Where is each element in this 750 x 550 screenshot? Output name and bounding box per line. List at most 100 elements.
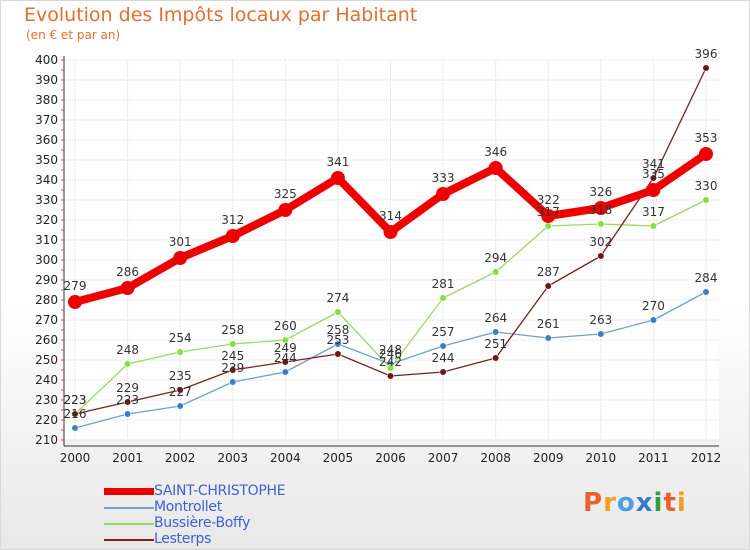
data-point xyxy=(492,354,500,362)
data-label: 353 xyxy=(695,131,718,145)
data-point xyxy=(439,342,447,350)
data-label: 301 xyxy=(169,235,192,249)
data-label: 314 xyxy=(379,209,402,223)
y-tick-label: 380 xyxy=(35,93,58,107)
y-tick-label: 300 xyxy=(35,253,58,267)
data-point xyxy=(439,294,447,302)
legend-item: Lesterps xyxy=(104,531,404,548)
data-label: 216 xyxy=(64,407,87,421)
data-point xyxy=(225,229,240,243)
data-point xyxy=(334,350,342,358)
data-point xyxy=(229,366,237,374)
data-label: 257 xyxy=(432,325,455,339)
x-tick-label: 2004 xyxy=(270,451,301,465)
chart-subtitle: (en € et par an) xyxy=(26,28,121,42)
data-label: 258 xyxy=(221,323,244,337)
legend-swatch xyxy=(104,488,154,495)
data-label: 235 xyxy=(169,369,192,383)
logo-letter: t xyxy=(663,488,677,518)
x-tick-label: 2002 xyxy=(165,451,196,465)
data-label: 248 xyxy=(116,343,139,357)
y-tick-label: 370 xyxy=(35,113,58,127)
y-tick-label: 270 xyxy=(35,313,58,327)
y-tick-label: 400 xyxy=(35,53,58,67)
grid-lines xyxy=(64,59,719,441)
data-label: 325 xyxy=(274,187,297,201)
data-label: 261 xyxy=(537,317,560,331)
data-point xyxy=(492,328,500,336)
y-tick-label: 350 xyxy=(35,153,58,167)
data-label: 274 xyxy=(326,291,349,305)
legend-label: Lesterps xyxy=(154,531,212,547)
data-label: 253 xyxy=(326,333,349,347)
data-label: 284 xyxy=(695,271,718,285)
legend-label: Montrollet xyxy=(154,499,222,515)
y-tick-label: 260 xyxy=(35,333,58,347)
data-label: 302 xyxy=(589,235,612,249)
logo-letter: i xyxy=(676,488,687,518)
data-label: 249 xyxy=(274,341,297,355)
data-point xyxy=(229,340,237,348)
data-label: 335 xyxy=(642,167,665,181)
data-point xyxy=(68,295,82,309)
x-tick-label: 2006 xyxy=(375,451,406,465)
data-point xyxy=(176,348,184,356)
data-point xyxy=(597,330,605,338)
data-point xyxy=(120,281,135,295)
data-label: 341 xyxy=(326,155,349,169)
data-point xyxy=(492,268,500,276)
data-point xyxy=(702,288,710,296)
data-label: 270 xyxy=(642,299,665,313)
logo-letter: x xyxy=(635,488,654,518)
plot-area xyxy=(64,60,719,440)
y-tick-label: 250 xyxy=(35,353,58,367)
data-label: 279 xyxy=(64,279,87,293)
x-tick-label: 2007 xyxy=(428,451,459,465)
data-point xyxy=(123,360,132,368)
data-point xyxy=(281,368,289,376)
data-label: 287 xyxy=(537,265,560,279)
data-label: 223 xyxy=(64,393,87,407)
data-point xyxy=(544,282,552,290)
data-point xyxy=(71,424,79,432)
x-tick-label: 2012 xyxy=(691,451,722,465)
legend-swatch xyxy=(104,507,154,509)
legend: SAINT-CHRISTOPHE Montrollet Bussière-Bof… xyxy=(104,483,404,548)
logo-letter: o xyxy=(616,488,636,518)
y-tick-label: 320 xyxy=(35,213,58,227)
series-lines xyxy=(68,64,713,432)
data-label: 333 xyxy=(432,171,455,185)
axes xyxy=(61,56,719,447)
data-point xyxy=(71,410,79,418)
data-label: 346 xyxy=(484,145,507,159)
x-tick-label: 2005 xyxy=(323,451,354,465)
data-point xyxy=(541,209,556,223)
data-point xyxy=(649,222,658,230)
data-point xyxy=(597,220,605,228)
y-tick-label: 360 xyxy=(35,133,58,147)
data-label: 322 xyxy=(537,193,560,207)
data-label: 396 xyxy=(695,47,718,61)
data-point xyxy=(597,252,605,260)
chart-title: Evolution des Impôts locaux par Habitant xyxy=(24,4,418,26)
data-point xyxy=(334,308,342,316)
data-label: 248 xyxy=(379,343,402,357)
logo-letter: r xyxy=(603,488,617,518)
legend-item: Montrollet xyxy=(104,499,404,516)
x-tick-label: 2001 xyxy=(112,451,143,465)
legend-item: Bussière-Boffy xyxy=(104,515,404,532)
data-point xyxy=(593,201,608,215)
data-point xyxy=(386,372,395,380)
data-point xyxy=(646,183,661,197)
data-point xyxy=(278,203,293,217)
data-label: 312 xyxy=(221,213,244,227)
legend-swatch xyxy=(104,523,154,525)
data-point xyxy=(386,364,395,372)
x-tick-label: 2008 xyxy=(480,451,511,465)
data-point xyxy=(123,410,132,418)
legend-swatch xyxy=(104,539,154,541)
y-tick-label: 390 xyxy=(35,73,58,87)
data-point xyxy=(334,340,342,348)
data-point xyxy=(330,171,345,185)
